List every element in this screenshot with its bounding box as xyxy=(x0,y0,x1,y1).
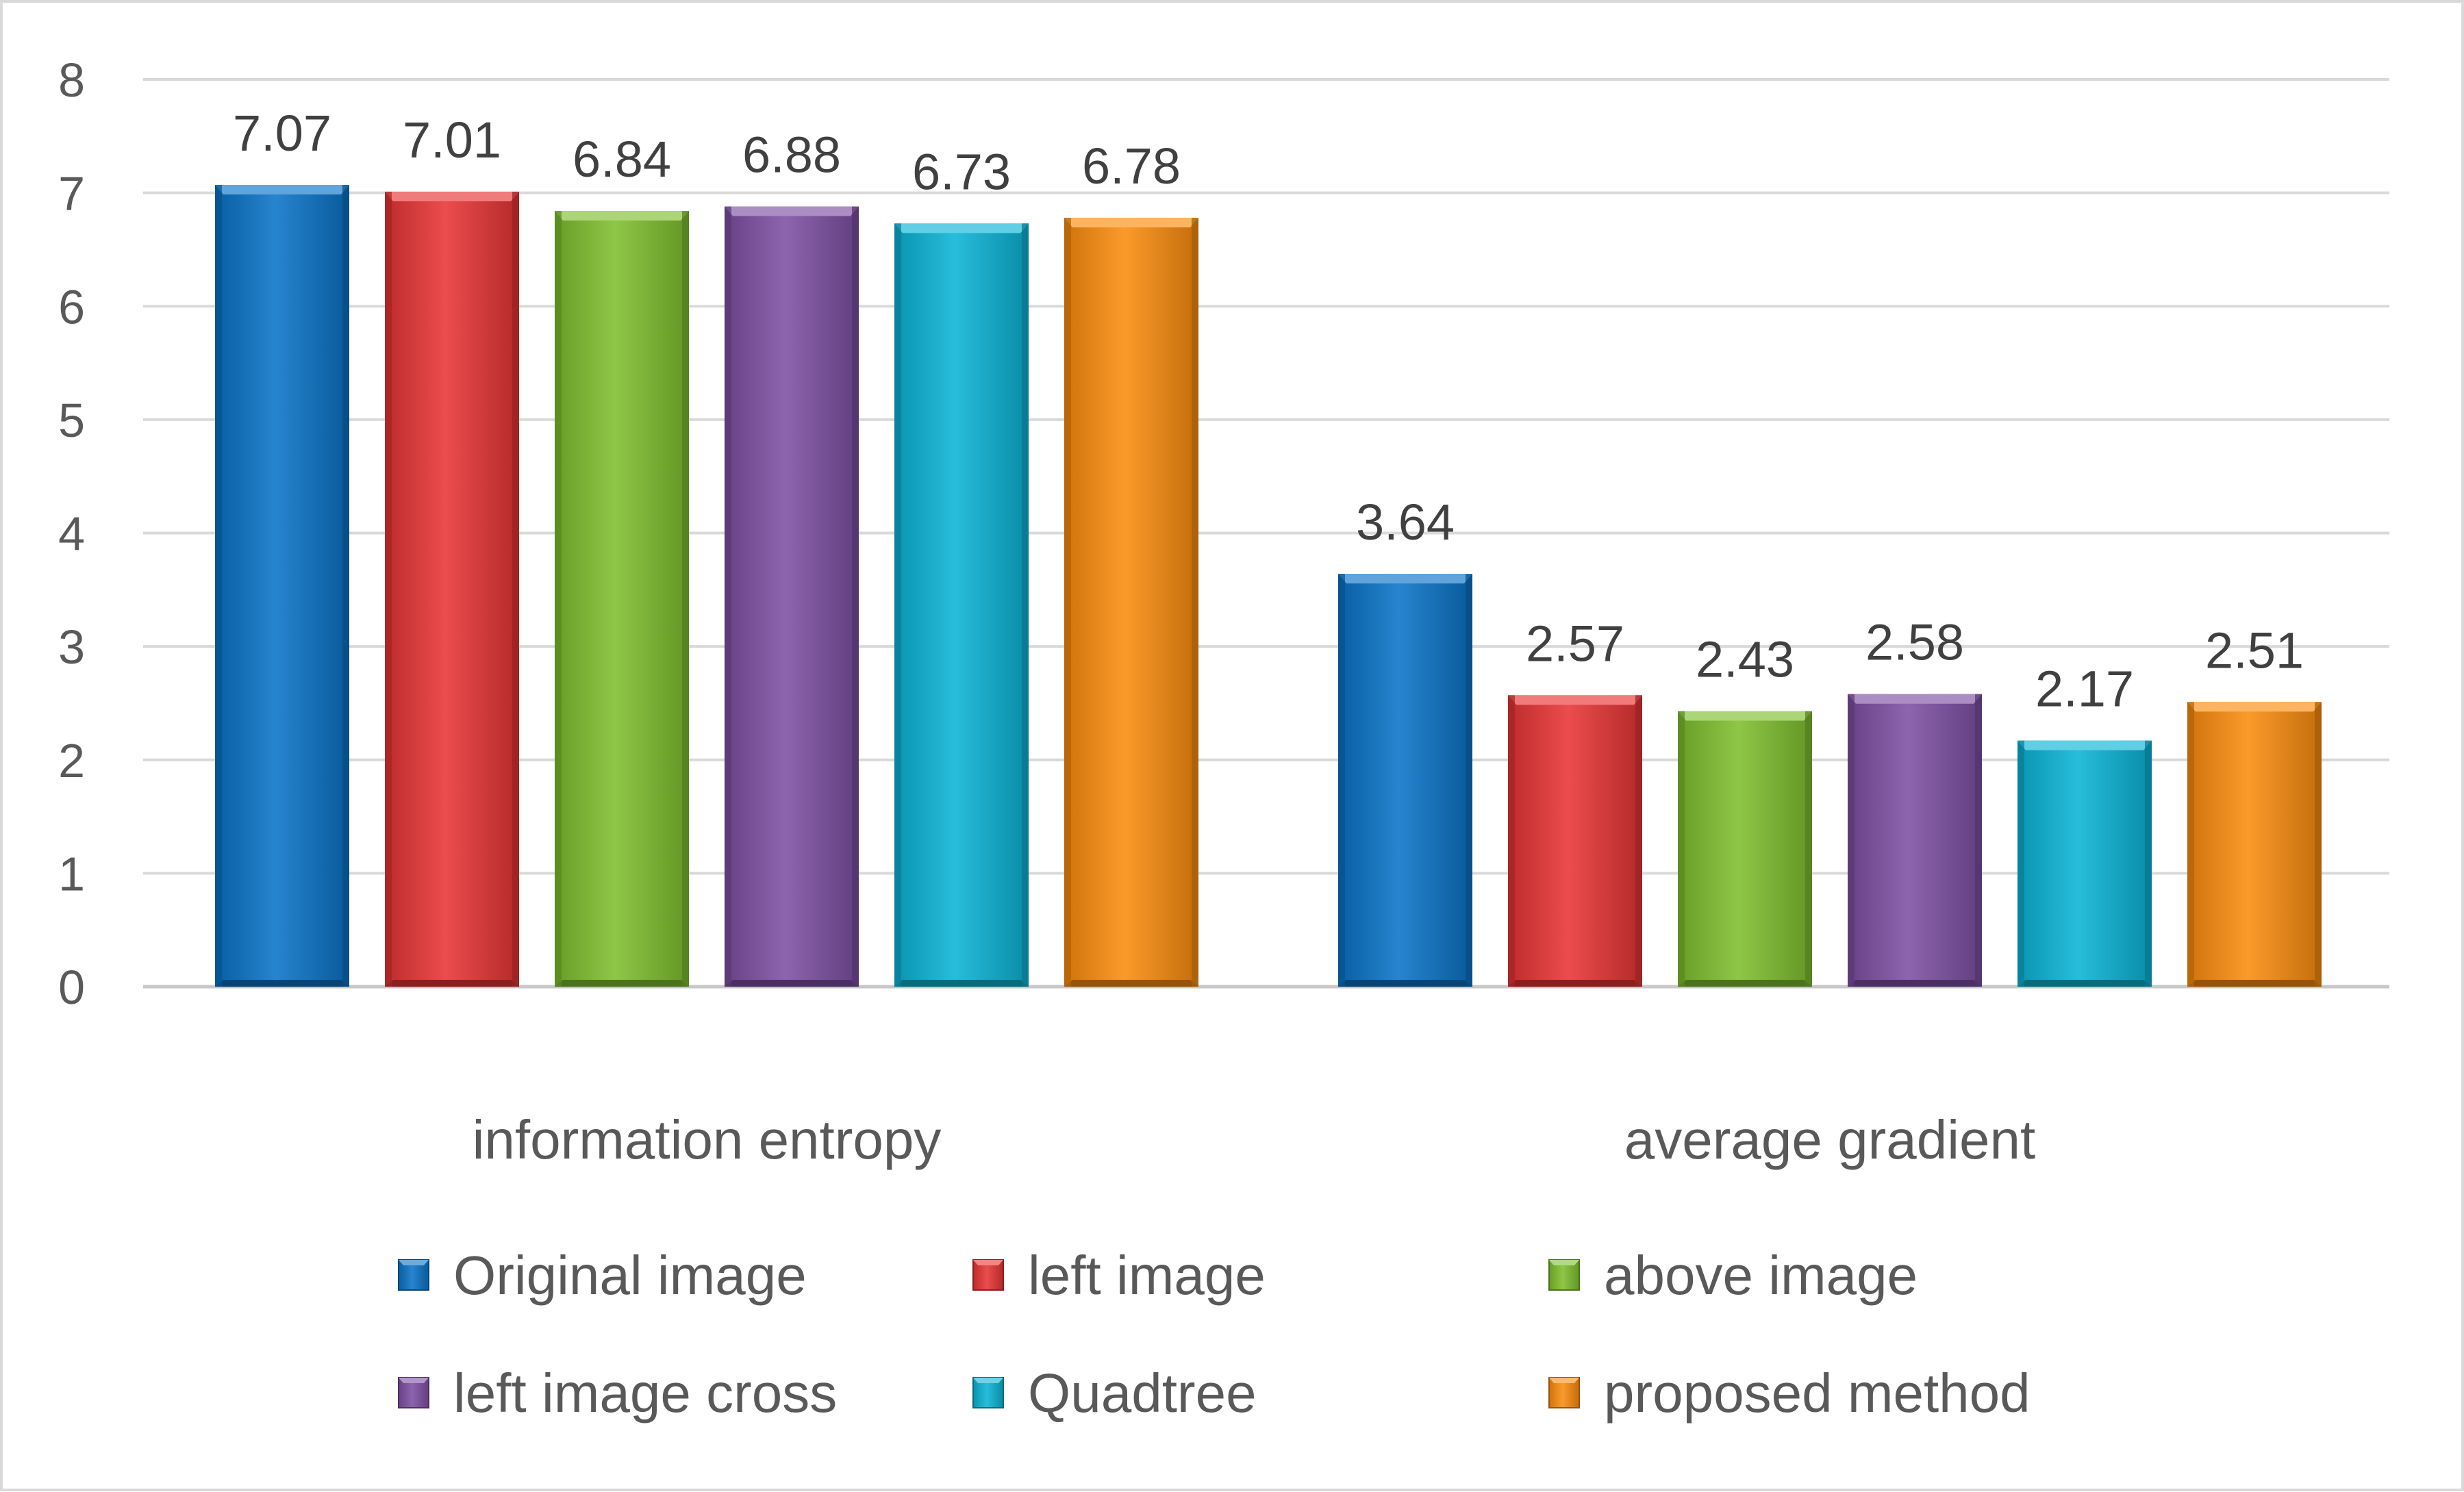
y-tick-label: 6 xyxy=(58,280,85,333)
bar xyxy=(1064,218,1198,987)
data-label: 7.01 xyxy=(403,112,501,168)
data-label: 2.57 xyxy=(1526,615,1624,672)
legend-item: Quadtree xyxy=(972,1363,1257,1424)
legend-label: Quadtree xyxy=(1028,1363,1257,1424)
y-axis-ticks: 0 1 2 3 4 5 6 7 8 xyxy=(58,53,85,1014)
y-tick-label: 8 xyxy=(58,53,85,107)
data-label: 6.88 xyxy=(742,127,841,184)
x-category-label: average gradient xyxy=(1624,1109,2035,1170)
legend-label: left image xyxy=(1028,1245,1266,1306)
data-label: 7.07 xyxy=(233,105,331,162)
y-tick-label: 1 xyxy=(58,847,85,900)
x-axis-categories: information entropy average gradient xyxy=(473,1109,2036,1170)
bar xyxy=(1678,711,1812,987)
bar xyxy=(385,191,519,987)
y-tick-label: 5 xyxy=(58,394,85,447)
x-category-label: information entropy xyxy=(473,1109,942,1170)
legend-label: above image xyxy=(1604,1245,1918,1306)
y-tick-label: 0 xyxy=(58,961,85,1014)
bar xyxy=(1338,574,1472,987)
bar xyxy=(2187,702,2322,987)
data-label: 2.17 xyxy=(2035,661,2134,718)
bar xyxy=(1508,695,1642,987)
data-label: 2.51 xyxy=(2205,622,2304,679)
bar xyxy=(725,206,859,987)
y-tick-label: 3 xyxy=(58,620,85,674)
bar xyxy=(2017,740,2152,987)
bar xyxy=(894,223,1029,987)
legend-label: left image cross xyxy=(453,1363,837,1424)
bar-chart: 0 1 2 3 4 5 6 7 8 7.07 7.01 6.84 6.88 6.73 6.78 3.64 2.… xyxy=(58,53,2389,1424)
y-tick-label: 2 xyxy=(58,734,85,787)
data-label: 3.64 xyxy=(1356,494,1455,551)
legend-item: left image xyxy=(972,1245,1266,1306)
legend-label: Original image xyxy=(453,1245,807,1306)
legend-item: left image cross xyxy=(398,1363,837,1424)
legend-item: proposed method xyxy=(1548,1363,2031,1424)
data-label: 6.78 xyxy=(1082,138,1181,194)
y-tick-label: 7 xyxy=(58,167,85,220)
data-label: 2.43 xyxy=(1696,631,1794,688)
data-label: 2.58 xyxy=(1865,614,1964,671)
data-label: 6.84 xyxy=(573,131,671,188)
y-tick-label: 4 xyxy=(58,507,85,561)
legend-item: Original image xyxy=(398,1245,807,1306)
bar xyxy=(555,211,689,987)
bars xyxy=(215,185,2322,987)
legend: Original image left image above image left … xyxy=(398,1245,2031,1424)
data-labels: 7.07 7.01 6.84 6.88 6.73 6.78 3.64 2.57 2.43 2.58… xyxy=(233,105,2304,718)
legend-item: above image xyxy=(1548,1245,1918,1306)
data-label: 6.73 xyxy=(912,143,1011,200)
legend-label: proposed method xyxy=(1604,1363,2031,1424)
bar xyxy=(215,185,349,987)
bar xyxy=(1848,694,1982,987)
